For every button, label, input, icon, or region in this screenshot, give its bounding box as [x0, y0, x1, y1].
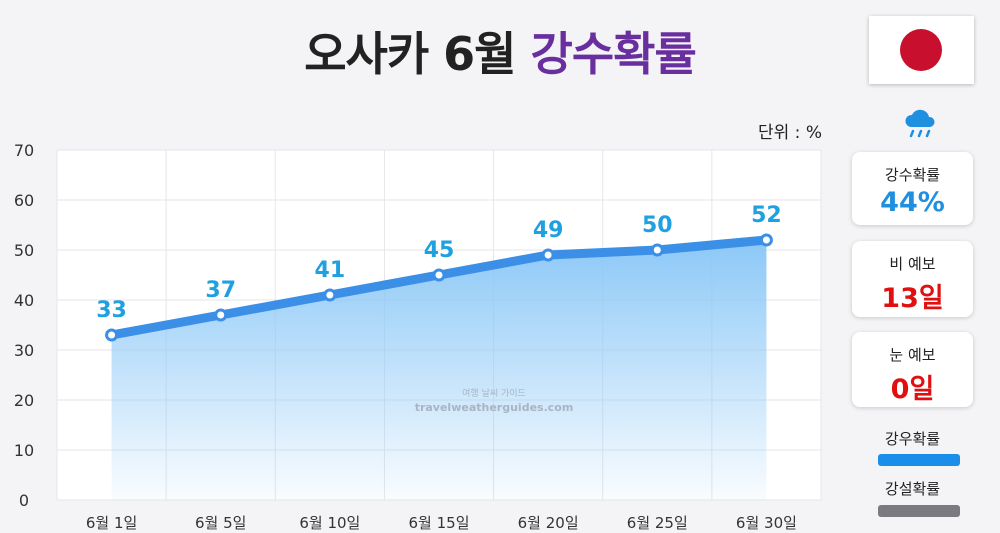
y-tick-label: 30	[14, 341, 34, 360]
y-tick-label: 10	[14, 441, 34, 460]
card-snow-value: 0일	[890, 374, 935, 405]
card-snow-forecast: 눈 예보 0일	[852, 332, 973, 407]
data-point	[432, 268, 446, 282]
data-label: 49	[533, 218, 564, 243]
data-point	[105, 328, 119, 342]
flag-sun	[900, 29, 942, 71]
data-point	[541, 248, 555, 262]
card-precip-value: 44%	[880, 187, 945, 218]
data-label: 45	[424, 238, 455, 263]
page-title: 오사카 6월 강수확률	[0, 18, 1000, 84]
legend-snow-label: 강설확률	[884, 480, 941, 498]
x-tick-label: 6월 1일	[86, 514, 137, 532]
x-tick-label: 6월 15일	[409, 514, 470, 532]
card-precip-label: 강수확률	[884, 166, 941, 184]
card-rain-value: 13일	[881, 283, 944, 314]
data-point	[323, 288, 337, 302]
y-tick-label: 70	[14, 141, 34, 160]
card-precip-probability: 강수확률 44%	[852, 152, 973, 225]
data-label: 33	[96, 298, 127, 323]
card-rain-forecast: 비 예보 13일	[852, 241, 973, 317]
y-tick-label: 50	[14, 241, 34, 260]
legend-snow-swatch	[878, 505, 960, 517]
card-snow-label: 눈 예보	[889, 346, 936, 364]
y-tick-label: 40	[14, 291, 34, 310]
data-label: 37	[205, 278, 236, 303]
data-label: 50	[642, 213, 673, 238]
y-tick-label: 20	[14, 391, 34, 410]
watermark-line1: 여행 날씨 가이드	[462, 387, 526, 399]
x-tick-label: 6월 5일	[195, 514, 246, 532]
x-tick-label: 6월 10일	[299, 514, 360, 532]
series-area	[111, 240, 767, 500]
japan-flag-icon	[869, 16, 974, 84]
x-tick-label: 6월 25일	[627, 514, 688, 532]
unit-label: 단위 : %	[758, 123, 822, 143]
legend-rain-swatch	[878, 454, 960, 466]
data-label: 52	[751, 203, 782, 228]
title-accent: 강수확률	[530, 27, 697, 81]
data-point	[650, 243, 664, 257]
x-tick-label: 6월 30일	[736, 514, 797, 532]
title-main: 오사카 6월	[304, 27, 516, 81]
y-tick-label: 0	[19, 491, 29, 510]
card-rain-label: 비 예보	[889, 255, 936, 273]
y-tick-label: 60	[14, 191, 34, 210]
data-point	[214, 308, 228, 322]
watermark-line2: travelweatherguides.com	[415, 401, 574, 414]
x-tick-label: 6월 20일	[518, 514, 579, 532]
rain-cloud-icon	[905, 109, 935, 138]
data-label: 41	[315, 258, 346, 283]
data-point	[759, 233, 773, 247]
legend-rain-label: 강우확률	[884, 430, 941, 448]
